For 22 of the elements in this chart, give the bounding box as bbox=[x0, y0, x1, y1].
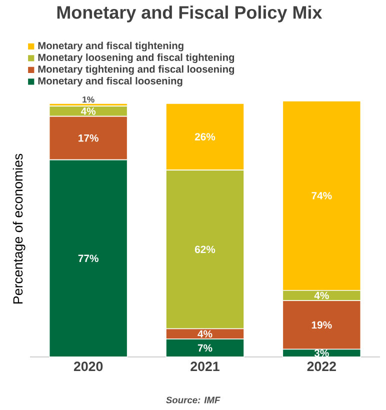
data-label: 4% bbox=[80, 108, 96, 115]
data-label: 17% bbox=[78, 134, 98, 142]
legend-label: Monetary tightening and fiscal loosening bbox=[38, 65, 234, 75]
data-label: 4% bbox=[314, 292, 329, 300]
data-label: 74% bbox=[312, 192, 332, 200]
chart-title: Monetary and Fiscal Policy Mix bbox=[57, 6, 322, 22]
data-label: 77% bbox=[78, 254, 98, 262]
source-note: Source: IMF bbox=[166, 396, 220, 404]
x-tick-label: 2021 bbox=[190, 362, 220, 372]
data-label: 7% bbox=[198, 344, 212, 352]
legend-label: Monetary and fiscal tightening bbox=[38, 42, 184, 52]
legend-label: Monetary and fiscal loosening bbox=[38, 77, 182, 87]
data-label: 26% bbox=[194, 133, 216, 140]
data-label: 19% bbox=[312, 321, 332, 329]
y-axis-title: Percentage of economies bbox=[12, 154, 26, 304]
legend-label: Monetary loosening and fiscal tightening bbox=[38, 54, 234, 64]
data-label: 62% bbox=[194, 246, 216, 254]
x-tick-label: 2020 bbox=[74, 362, 103, 372]
data-label: 4% bbox=[198, 330, 212, 338]
x-tick-label: 2022 bbox=[307, 362, 336, 372]
data-label: 3% bbox=[314, 349, 329, 357]
data-label: 1% bbox=[82, 96, 94, 103]
